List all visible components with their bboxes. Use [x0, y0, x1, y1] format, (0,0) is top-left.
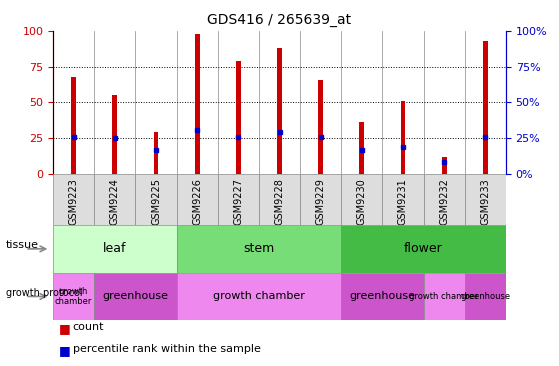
Text: GSM9230: GSM9230 [357, 178, 367, 225]
Text: greenhouse: greenhouse [349, 291, 415, 302]
Text: GSM9232: GSM9232 [439, 178, 449, 225]
Bar [424, 174, 465, 225]
Bar [341, 273, 424, 320]
Text: GSM9231: GSM9231 [398, 178, 408, 225]
Text: GSM9223: GSM9223 [69, 178, 79, 225]
Text: greenhouse: greenhouse [460, 292, 510, 301]
Bar [177, 174, 218, 225]
Text: growth protocol: growth protocol [6, 288, 82, 298]
Bar [341, 225, 506, 273]
Bar [154, 132, 159, 174]
Bar [318, 80, 323, 174]
Bar [483, 41, 488, 174]
Text: growth chamber: growth chamber [409, 292, 479, 301]
Bar [53, 273, 94, 320]
Bar [359, 123, 364, 174]
Bar [53, 174, 94, 225]
Text: flower: flower [404, 242, 443, 255]
Bar [94, 273, 177, 320]
Bar [382, 174, 424, 225]
Bar [424, 273, 465, 320]
Bar [94, 174, 135, 225]
Bar [177, 225, 341, 273]
Text: GSM9227: GSM9227 [233, 178, 243, 225]
Text: GSM9229: GSM9229 [316, 178, 326, 225]
Bar [112, 96, 117, 174]
Text: GSM9224: GSM9224 [110, 178, 120, 225]
Bar [71, 77, 76, 174]
Bar [300, 174, 341, 225]
Text: leaf: leaf [103, 242, 126, 255]
Bar [465, 174, 506, 225]
Bar [236, 61, 241, 174]
Bar [341, 174, 382, 225]
Text: GSM9226: GSM9226 [192, 178, 202, 225]
Text: percentile rank within the sample: percentile rank within the sample [73, 344, 260, 354]
Bar [465, 273, 506, 320]
Bar [400, 101, 405, 174]
Text: growth chamber: growth chamber [213, 291, 305, 302]
Text: GDS416 / 265639_at: GDS416 / 265639_at [207, 13, 352, 27]
Bar [277, 48, 282, 174]
Text: growth
chamber: growth chamber [55, 287, 92, 306]
Bar [53, 225, 177, 273]
Text: stem: stem [243, 242, 274, 255]
Bar [195, 34, 200, 174]
Text: GSM9225: GSM9225 [151, 178, 161, 225]
Text: GSM9228: GSM9228 [274, 178, 285, 225]
Text: GSM9233: GSM9233 [480, 178, 490, 225]
Text: tissue: tissue [6, 240, 39, 250]
Bar [442, 157, 447, 174]
Bar [259, 174, 300, 225]
Bar [135, 174, 177, 225]
Text: greenhouse: greenhouse [102, 291, 168, 302]
Text: count: count [73, 322, 104, 332]
Text: ■: ■ [59, 344, 70, 357]
Text: ■: ■ [59, 322, 70, 335]
Bar [218, 174, 259, 225]
Bar [177, 273, 341, 320]
